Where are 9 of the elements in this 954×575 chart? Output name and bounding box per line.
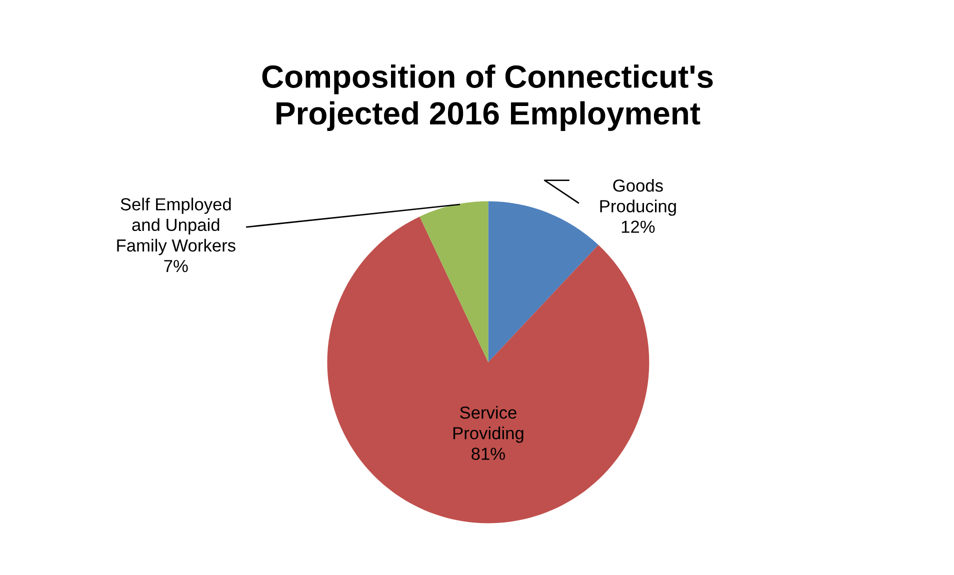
data-label: 12% <box>622 220 655 233</box>
slice-label: Service Providing <box>453 406 524 443</box>
pie-slice <box>420 201 488 362</box>
chart-title: Composition of Connecticut's Projected 2016 Employment <box>262 64 713 131</box>
data-label: 7% <box>164 260 188 272</box>
data-label: 81% <box>472 448 505 460</box>
pie-slice <box>488 201 598 362</box>
slice-label: Goods Producing <box>600 179 676 216</box>
slice-label: Self Employed and Unpaid Family Workers <box>117 198 236 256</box>
